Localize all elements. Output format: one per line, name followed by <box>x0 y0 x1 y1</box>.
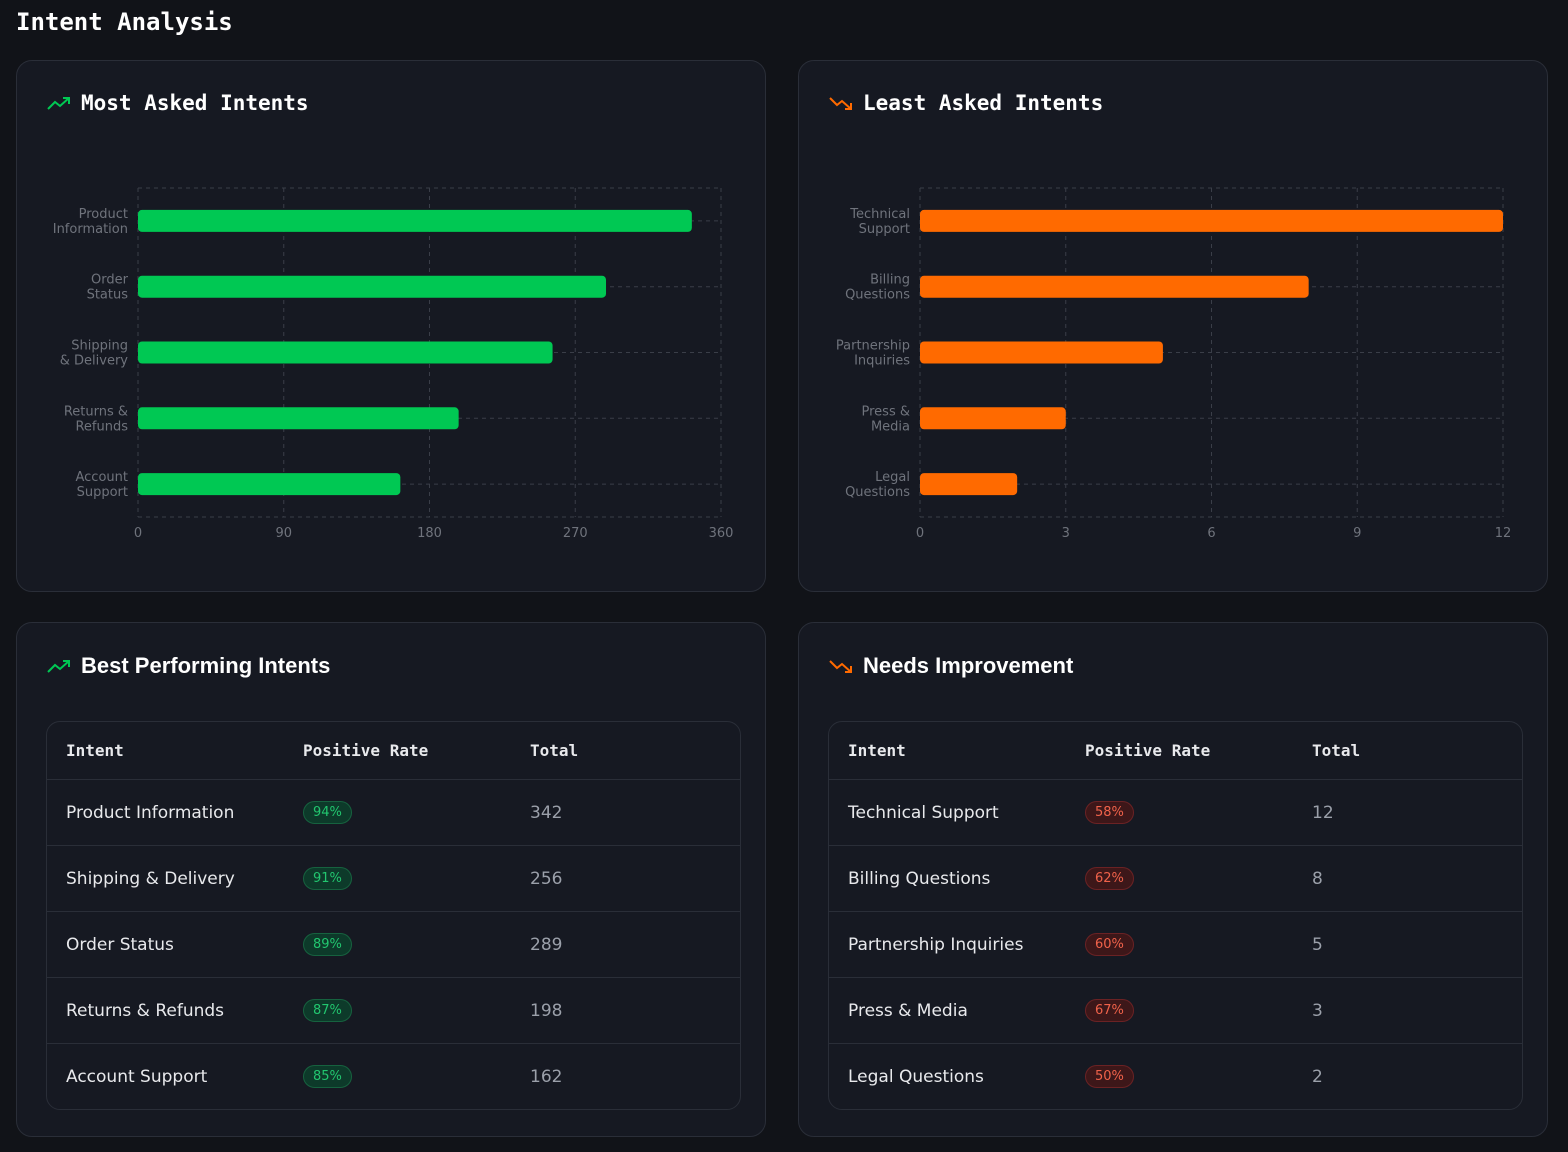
trending-down-icon <box>829 660 852 673</box>
positive-rate-badge: 50% <box>1085 1065 1134 1088</box>
category-label: Order Status <box>87 273 129 303</box>
positive-rate-badge: 60% <box>1085 933 1134 956</box>
positive-rate-badge: 91% <box>303 867 352 890</box>
tick-label: 90 <box>275 526 292 541</box>
bar[interactable] <box>920 209 1503 232</box>
tick-label: 9 <box>1353 526 1361 541</box>
table-row[interactable]: Shipping & Delivery 91% 256 <box>47 845 740 911</box>
most-asked-title: Most Asked Intents <box>81 91 309 115</box>
category-label: Account Support <box>76 470 129 500</box>
bar[interactable] <box>138 275 607 298</box>
positive-rate-badge: 89% <box>303 933 352 956</box>
least-asked-chart: Technical Support Billing Questions Partners… <box>836 187 1512 541</box>
category-label: Returns & Refunds <box>64 404 128 434</box>
positive-rate-badge: 62% <box>1085 867 1134 890</box>
tick-label: 3 <box>1062 526 1070 541</box>
category-label: Product Information <box>53 207 128 237</box>
tick-label: 0 <box>134 526 142 541</box>
category-label: Shipping & Delivery <box>60 339 129 369</box>
card-title: Best Performing Intents <box>47 653 330 679</box>
table-row[interactable]: Account Support 85% 162 <box>47 1043 740 1109</box>
category-label: Legal Questions <box>845 470 910 500</box>
intent-name: Shipping & Delivery <box>66 868 235 889</box>
positive-rate-badge: 85% <box>303 1065 352 1088</box>
column-header: Total <box>1312 741 1361 760</box>
total-value: 342 <box>530 802 563 823</box>
positive-rate-badge: 58% <box>1085 801 1134 824</box>
bar[interactable] <box>920 275 1309 298</box>
best-performing-title: Best Performing Intents <box>81 653 331 678</box>
column-header: Positive Rate <box>303 741 429 760</box>
intent-name: Technical Support <box>848 802 999 823</box>
intent-name: Order Status <box>66 934 174 955</box>
category-label: Technical Support <box>849 207 910 237</box>
table-row[interactable]: Billing Questions 62% 8 <box>829 845 1522 911</box>
best-performing-table: Intent Positive Rate Total Product Informa… <box>46 721 741 1110</box>
intent-name: Account Support <box>66 1066 208 1087</box>
bar[interactable] <box>920 407 1066 430</box>
tick-label: 12 <box>1495 526 1512 541</box>
bar[interactable] <box>138 473 401 496</box>
table-row[interactable]: Partnership Inquiries 60% 5 <box>829 911 1522 977</box>
table-row[interactable]: Returns & Refunds 87% 198 <box>47 977 740 1043</box>
trending-down-icon <box>829 97 852 110</box>
tick-label: 6 <box>1207 526 1215 541</box>
table-row[interactable]: Technical Support 58% 12 <box>829 779 1522 845</box>
category-label: Billing Questions <box>845 273 910 303</box>
tick-label: 180 <box>417 526 442 541</box>
bar[interactable] <box>920 473 1018 496</box>
card-title: Most Asked Intents <box>47 91 309 115</box>
positive-rate-badge: 94% <box>303 801 352 824</box>
most-asked-card: Product Information Order Status Shipping & D… <box>16 60 766 592</box>
positive-rate-badge: 67% <box>1085 999 1134 1022</box>
total-value: 5 <box>1312 934 1323 955</box>
table-row[interactable]: Press & Media 67% 3 <box>829 977 1522 1043</box>
best-performing-card: Best Performing Intents Intent Positive R… <box>16 622 766 1137</box>
intent-name: Legal Questions <box>848 1066 984 1087</box>
needs-improvement-card: Needs Improvement Intent Positive Rate Tot… <box>798 622 1548 1137</box>
column-header: Intent <box>66 741 124 760</box>
needs-improvement-title: Needs Improvement <box>863 653 1074 678</box>
intent-name: Returns & Refunds <box>66 1000 225 1021</box>
most-asked-chart: Product Information Order Status Shipping & D… <box>53 187 734 541</box>
intent-name: Product Information <box>66 802 235 823</box>
column-header: Total <box>530 741 579 760</box>
page-title: Intent Analysis <box>16 8 233 36</box>
intent-name: Press & Media <box>848 1000 968 1021</box>
total-value: 289 <box>530 934 563 955</box>
total-value: 162 <box>530 1066 563 1087</box>
total-value: 256 <box>530 868 563 889</box>
table-row[interactable]: Product Information 94% 342 <box>47 779 740 845</box>
tick-label: 360 <box>709 526 734 541</box>
trending-up-icon <box>47 660 70 673</box>
least-asked-card: Technical Support Billing Questions Partners… <box>798 60 1548 592</box>
total-value: 8 <box>1312 868 1323 889</box>
column-header: Positive Rate <box>1085 741 1211 760</box>
tick-label: 270 <box>563 526 588 541</box>
category-label: Partnership Inquiries <box>836 339 910 369</box>
category-label: Press & Media <box>862 404 910 434</box>
total-value: 3 <box>1312 1000 1323 1021</box>
table-row[interactable]: Order Status 89% 289 <box>47 911 740 977</box>
total-value: 12 <box>1312 802 1334 823</box>
column-header: Intent <box>848 741 906 760</box>
tick-label: 0 <box>916 526 924 541</box>
table-header: Intent Positive Rate Total <box>829 722 1522 779</box>
card-title: Needs Improvement <box>829 653 1073 679</box>
bar[interactable] <box>920 341 1163 364</box>
card-title: Least Asked Intents <box>829 91 1103 115</box>
table-header: Intent Positive Rate Total <box>47 722 740 779</box>
needs-improvement-table: Intent Positive Rate Total Technical Suppo… <box>828 721 1523 1110</box>
total-value: 198 <box>530 1000 563 1021</box>
table-row[interactable]: Legal Questions 50% 2 <box>829 1043 1522 1109</box>
intent-name: Billing Questions <box>848 868 991 889</box>
bar[interactable] <box>138 209 692 232</box>
total-value: 2 <box>1312 1066 1323 1087</box>
bar[interactable] <box>138 341 553 364</box>
bar[interactable] <box>138 407 459 430</box>
trending-up-icon <box>47 97 70 110</box>
least-asked-title: Least Asked Intents <box>863 91 1104 115</box>
positive-rate-badge: 87% <box>303 999 352 1022</box>
intent-name: Partnership Inquiries <box>848 934 1024 955</box>
